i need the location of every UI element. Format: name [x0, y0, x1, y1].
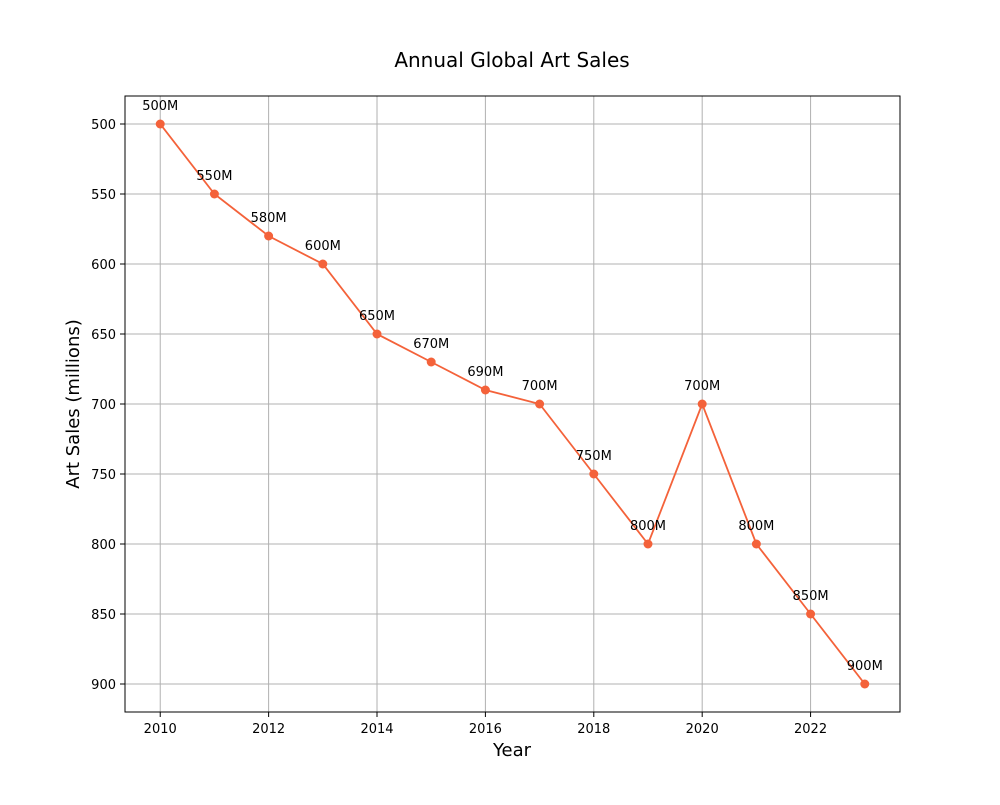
- data-point-marker: [155, 119, 165, 129]
- y-axis-label: Art Sales (millions): [63, 319, 84, 489]
- chart-title: Annual Global Art Sales: [394, 48, 629, 72]
- x-tick-label: 2016: [469, 722, 502, 737]
- data-point-label: 670M: [413, 337, 449, 352]
- data-point-label: 700M: [684, 379, 720, 394]
- data-point-marker: [209, 189, 219, 199]
- data-point-marker: [589, 469, 599, 479]
- data-point-marker: [480, 385, 490, 395]
- data-point-marker: [426, 357, 436, 367]
- y-tick-label: 650: [91, 328, 116, 343]
- data-point-label: 600M: [305, 239, 341, 254]
- data-point-marker: [318, 259, 328, 269]
- x-tick-label: 2012: [252, 722, 285, 737]
- data-point-label: 690M: [467, 365, 503, 380]
- data-point-marker: [751, 539, 761, 549]
- x-tick-label: 2018: [577, 722, 610, 737]
- series-line: [159, 123, 866, 685]
- x-tick-label: 2020: [686, 722, 719, 737]
- data-point-label: 580M: [251, 211, 287, 226]
- x-tick-label: 2014: [360, 722, 393, 737]
- data-point-marker: [697, 399, 707, 409]
- x-tick-label: 2010: [144, 722, 177, 737]
- plot-area-frame: [124, 95, 901, 713]
- data-point-label: 800M: [630, 519, 666, 534]
- y-tick-label: 700: [91, 398, 116, 413]
- data-point-marker: [860, 679, 870, 689]
- x-axis-label: Year: [492, 740, 532, 761]
- axis-ticks: 2010 2012 2014 2016 2018 2020 2022 500 550 600 650…: [91, 118, 827, 737]
- y-tick-label: 600: [91, 258, 116, 273]
- data-point-marker: [535, 399, 545, 409]
- data-point-label: 750M: [576, 449, 612, 464]
- grid: [125, 96, 900, 712]
- data-point-marker: [372, 329, 382, 339]
- data-point-label: 550M: [196, 169, 232, 184]
- data-point-marker: [643, 539, 653, 549]
- data-point-label: 800M: [738, 519, 774, 534]
- y-tick-label: 800: [91, 538, 116, 553]
- series: [155, 119, 870, 689]
- data-point-label: 700M: [522, 379, 558, 394]
- data-point-label: 900M: [847, 659, 883, 674]
- y-tick-label: 900: [91, 678, 116, 693]
- data-point-marker: [264, 231, 274, 241]
- data-point-marker: [806, 609, 816, 619]
- y-tick-label: 500: [91, 118, 116, 133]
- x-tick-label: 2022: [794, 722, 827, 737]
- y-tick-label: 550: [91, 188, 116, 203]
- y-tick-label: 850: [91, 608, 116, 623]
- data-point-label: 500M: [142, 99, 178, 114]
- y-tick-label: 750: [91, 468, 116, 483]
- data-point-label: 850M: [793, 589, 829, 604]
- data-point-label: 650M: [359, 309, 395, 324]
- data-labels: 500M 550M 580M 600M 650M 670M 690M 700M 750M 800M…: [142, 99, 883, 674]
